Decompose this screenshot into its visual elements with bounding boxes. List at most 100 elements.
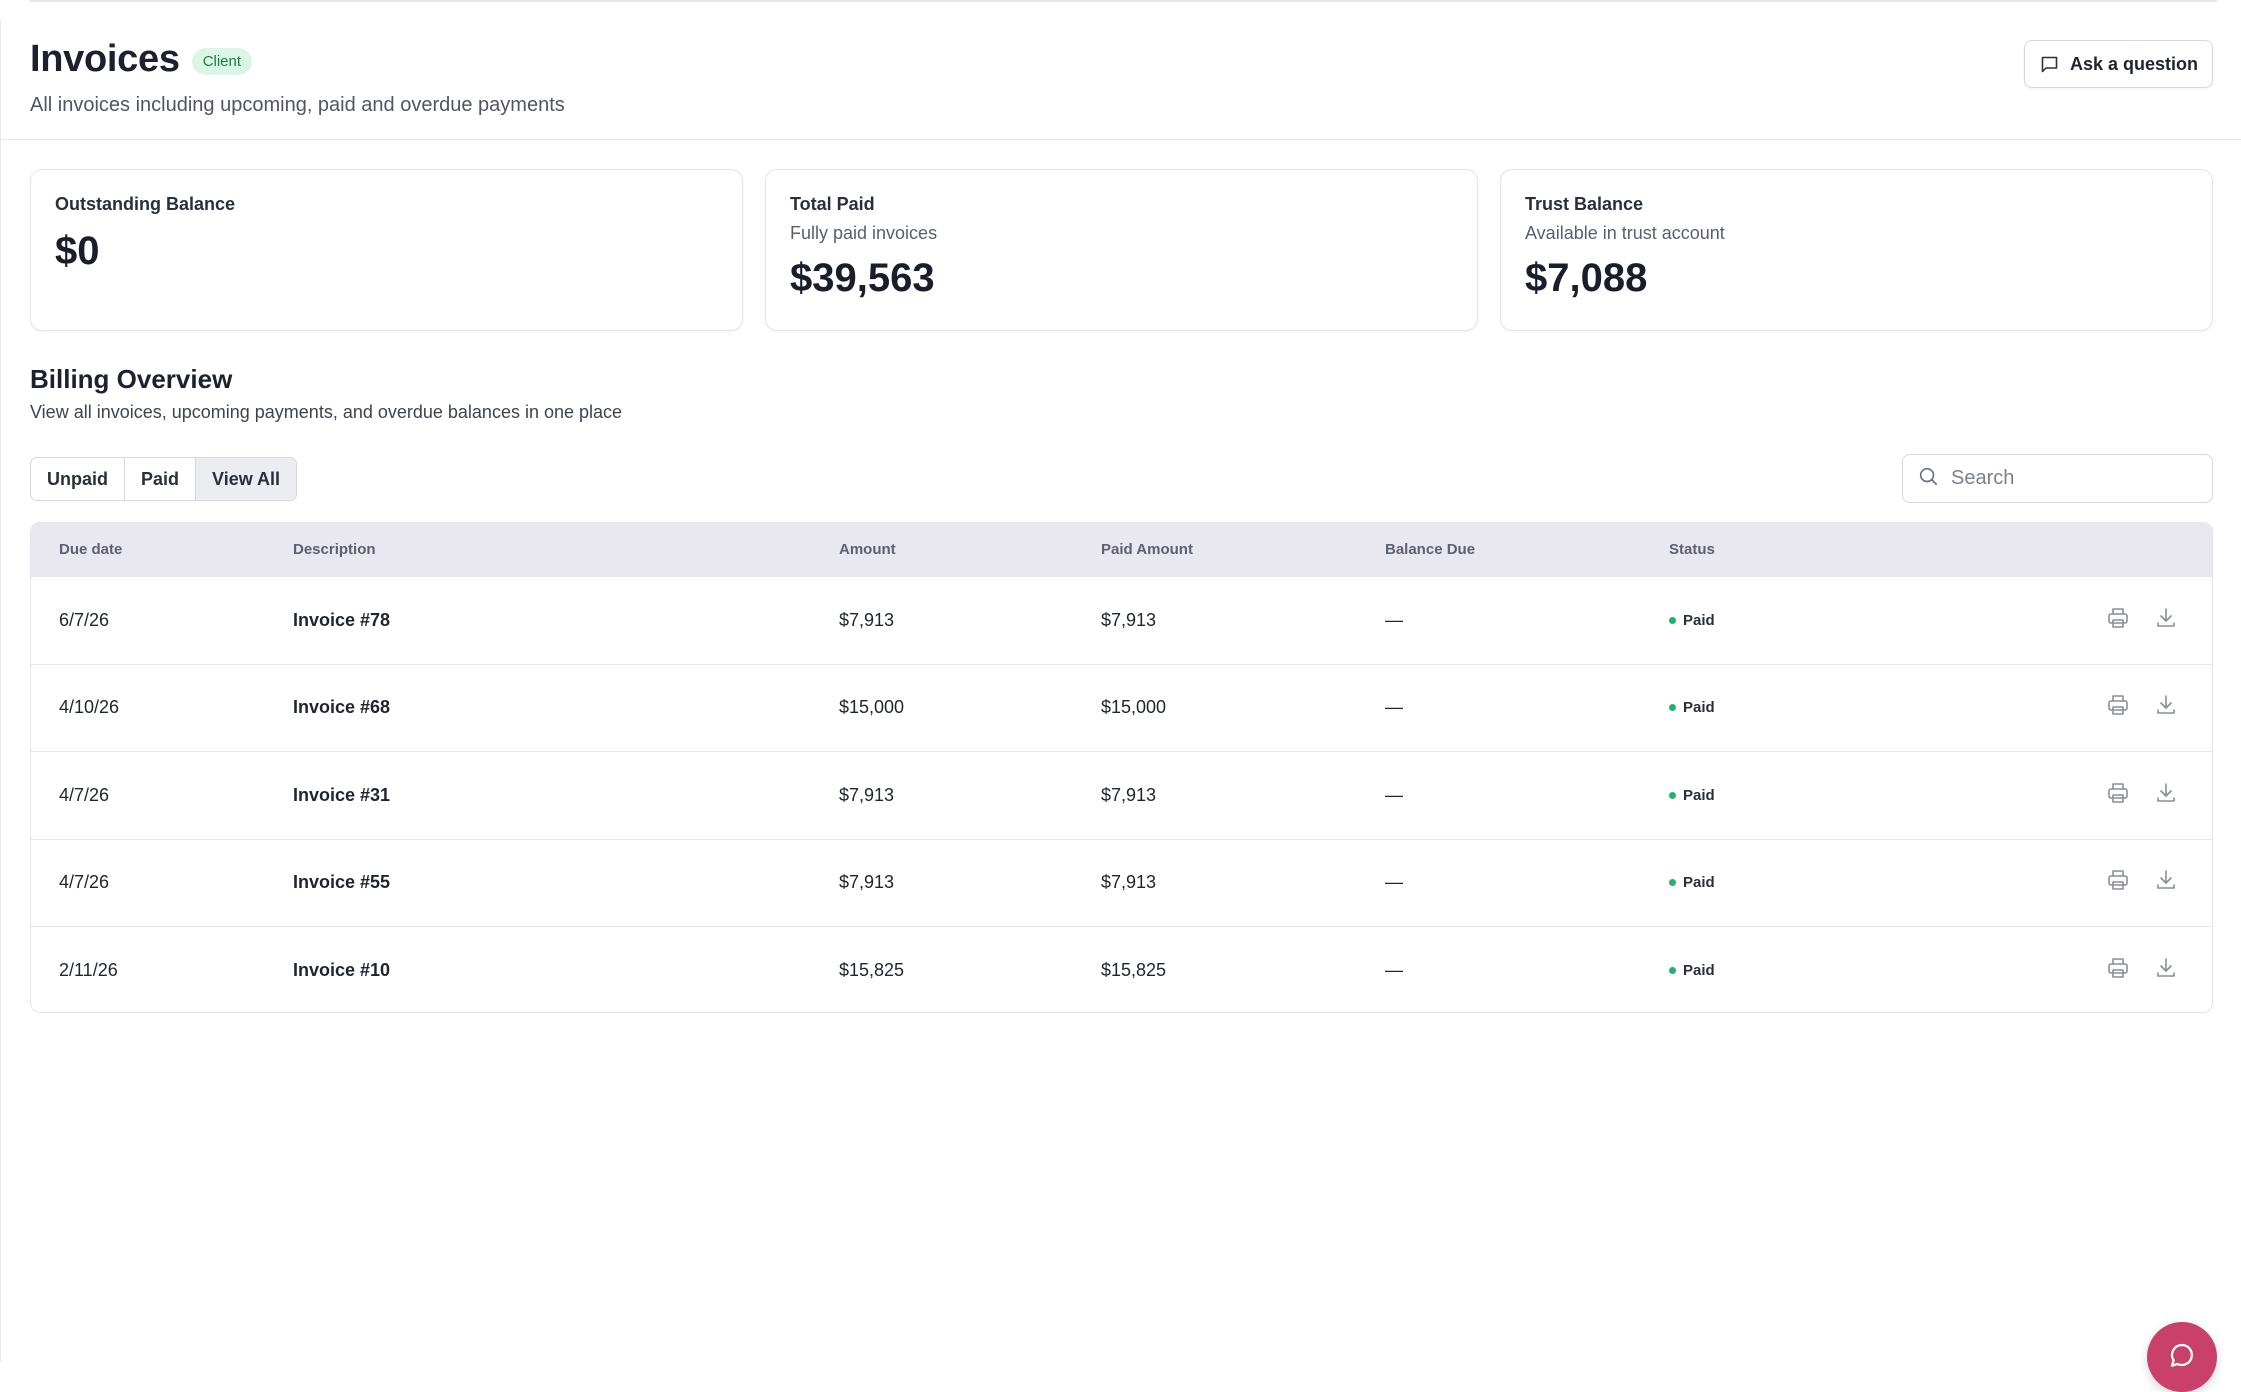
printer-icon[interactable] (2106, 606, 2130, 635)
cell-due-date: 6/7/26 (59, 609, 110, 630)
column-header-paid-amount[interactable]: Paid Amount (1101, 541, 1193, 558)
column-header-status[interactable]: Status (1669, 541, 1715, 558)
cell-description: Invoice #68 (293, 697, 391, 718)
cell-description: Invoice #31 (293, 784, 391, 805)
chat-bubble-icon (2167, 1340, 2197, 1375)
cell-status: Paid (1669, 874, 2049, 891)
printer-icon[interactable] (2106, 693, 2130, 722)
status-dot-icon (1669, 966, 1676, 974)
printer-icon[interactable] (2106, 868, 2130, 897)
row-actions (2049, 693, 2212, 722)
card-value: $39,563 (790, 256, 935, 300)
card-value: $7,088 (1525, 256, 1648, 300)
download-icon[interactable] (2154, 956, 2178, 985)
status-dot-icon (1669, 616, 1676, 624)
column-header-amount[interactable]: Amount (839, 541, 896, 558)
cell-due-date: 2/11/26 (59, 959, 118, 980)
status-badge: Paid (1683, 874, 1715, 892)
page-title: Invoices (30, 38, 180, 80)
cell-description: Invoice #78 (293, 609, 391, 630)
cell-description: Invoice #55 (293, 872, 391, 893)
billing-overview-title: Billing Overview (30, 364, 233, 394)
ask-question-button[interactable]: Ask a question (2024, 40, 2213, 88)
search-field[interactable] (1902, 454, 2213, 503)
row-actions (2049, 606, 2212, 635)
cell-balance-due: — (1385, 872, 1403, 893)
card-title: Outstanding Balance (55, 194, 236, 214)
search-icon (1917, 465, 1939, 492)
filter-tab-paid[interactable]: Paid (125, 458, 197, 500)
download-icon[interactable] (2154, 781, 2178, 810)
cell-paid-amount: $15,000 (1101, 697, 1167, 718)
trust-balance-card: Trust Balance Available in trust account… (1500, 169, 2213, 331)
table-row[interactable]: 6/7/26 Invoice #78 $7,913 $7,913 — Paid (31, 576, 2212, 664)
cell-due-date: 4/7/26 (59, 872, 110, 893)
total-paid-card: Total Paid Fully paid invoices $39,563 (765, 169, 1478, 331)
cell-paid-amount: $7,913 (1101, 609, 1157, 630)
download-icon[interactable] (2154, 868, 2178, 897)
table-row[interactable]: 4/7/26 Invoice #55 $7,913 $7,913 — Paid (31, 838, 2212, 927)
cell-amount: $7,913 (839, 784, 895, 805)
cell-amount: $7,913 (839, 872, 895, 893)
cell-amount: $7,913 (839, 609, 895, 630)
status-badge: Paid (1683, 699, 1715, 717)
status-badge: Paid (1683, 611, 1715, 629)
invoices-table: Due date Description Amount Paid Amount … (30, 522, 2213, 1013)
table-row[interactable]: 2/11/26 Invoice #10 $15,825 $15,825 — Pa… (31, 926, 2212, 1012)
role-badge: Client (191, 48, 253, 75)
cell-due-date: 4/7/26 (59, 784, 110, 805)
search-input[interactable] (1949, 466, 2189, 491)
billing-overview-subtitle: View all invoices, upcoming payments, an… (30, 402, 623, 422)
left-divider (0, 20, 1, 1362)
cell-status: Paid (1669, 787, 2049, 804)
top-divider (30, 0, 2217, 2)
printer-icon[interactable] (2106, 781, 2130, 810)
cell-balance-due: — (1385, 697, 1403, 718)
cell-paid-amount: $15,825 (1101, 959, 1167, 980)
cell-paid-amount: $7,913 (1101, 784, 1157, 805)
table-row[interactable]: 4/10/26 Invoice #68 $15,000 $15,000 — Pa… (31, 663, 2212, 752)
cell-balance-due: — (1385, 784, 1403, 805)
status-badge: Paid (1683, 786, 1715, 804)
cell-status: Paid (1669, 699, 2049, 716)
chat-launcher-button[interactable] (2147, 1322, 2217, 1392)
column-header-due-date[interactable]: Due date (59, 541, 123, 558)
card-value: $0 (55, 229, 100, 273)
page-header: Invoices Client All invoices including u… (0, 0, 2241, 140)
page-subtitle: All invoices including upcoming, paid an… (30, 94, 565, 116)
filter-tab-view-all[interactable]: View All (196, 458, 297, 500)
column-header-description[interactable]: Description (293, 541, 376, 558)
ask-question-label: Ask a question (2069, 53, 2199, 74)
download-icon[interactable] (2154, 606, 2178, 635)
row-actions (2049, 868, 2212, 897)
invoice-filter-tabs: Unpaid Paid View All (30, 457, 298, 501)
status-dot-icon (1669, 704, 1676, 712)
status-badge: Paid (1683, 961, 1715, 979)
filter-tab-unpaid[interactable]: Unpaid (31, 458, 125, 500)
cell-description: Invoice #10 (293, 959, 391, 980)
row-actions (2049, 956, 2212, 985)
table-row[interactable]: 4/7/26 Invoice #31 $7,913 $7,913 — Paid (31, 751, 2212, 839)
cell-amount: $15,825 (839, 959, 905, 980)
status-dot-icon (1669, 791, 1676, 799)
outstanding-balance-card: Outstanding Balance $0 (30, 169, 743, 331)
card-subtitle: Available in trust account (1525, 223, 1725, 243)
printer-icon[interactable] (2106, 956, 2130, 985)
status-dot-icon (1669, 879, 1676, 887)
cell-status: Paid (1669, 612, 2049, 629)
download-icon[interactable] (2154, 693, 2178, 722)
message-square-icon (2039, 54, 2060, 75)
card-subtitle: Fully paid invoices (790, 223, 938, 243)
cell-due-date: 4/10/26 (59, 697, 120, 718)
card-title: Total Paid (790, 194, 875, 214)
card-title: Trust Balance (1525, 194, 1644, 214)
cell-balance-due: — (1385, 959, 1403, 980)
cell-status: Paid (1669, 962, 2049, 979)
column-header-balance-due[interactable]: Balance Due (1385, 541, 1476, 558)
cell-balance-due: — (1385, 609, 1403, 630)
cell-amount: $15,000 (839, 697, 905, 718)
title-row: Invoices Client (30, 38, 253, 81)
table-header: Due date Description Amount Paid Amount … (31, 523, 2212, 576)
summary-cards: Outstanding Balance $0 Total Paid Fully … (30, 169, 2213, 331)
